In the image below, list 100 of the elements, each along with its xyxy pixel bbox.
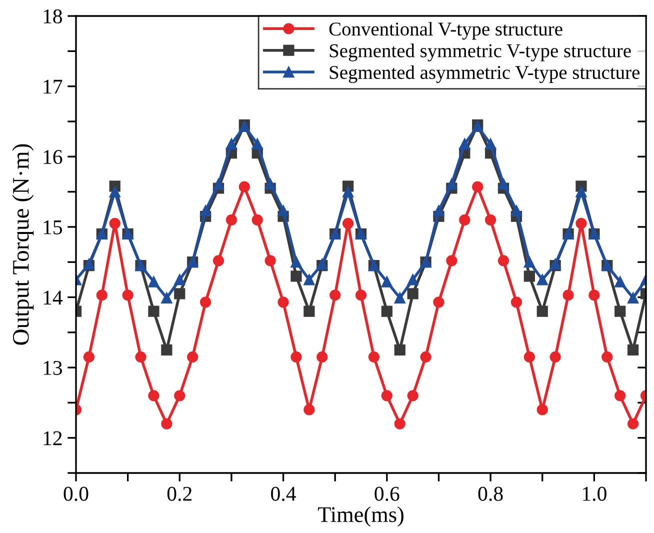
point <box>510 205 522 216</box>
point <box>109 186 120 198</box>
point <box>342 186 354 198</box>
point <box>264 178 276 190</box>
point <box>472 181 484 192</box>
point <box>394 344 406 356</box>
point <box>316 351 328 363</box>
point <box>498 178 510 190</box>
point <box>290 256 302 268</box>
y-axis-title: Output Torque (N·m) <box>12 144 34 345</box>
point <box>252 214 263 226</box>
y-tick-label: 18 <box>44 9 62 24</box>
point <box>446 178 458 190</box>
y-tick-label: 14 <box>44 290 62 304</box>
point <box>278 296 289 308</box>
point <box>381 306 392 317</box>
point <box>484 214 496 226</box>
point <box>304 306 315 317</box>
point <box>407 390 418 402</box>
point <box>83 351 95 363</box>
x-tick-label: 0.2 <box>167 486 192 501</box>
point <box>135 351 146 363</box>
point <box>187 351 198 363</box>
point <box>433 205 444 216</box>
point <box>238 181 250 192</box>
point <box>498 255 510 266</box>
point <box>161 292 172 304</box>
point <box>524 256 535 268</box>
point <box>278 205 289 216</box>
point <box>407 274 418 286</box>
point <box>576 218 587 229</box>
y-tick-label: 17 <box>44 80 62 94</box>
point <box>148 390 160 402</box>
point <box>627 418 639 430</box>
point <box>446 255 458 266</box>
point <box>576 186 587 198</box>
point <box>614 306 626 317</box>
point <box>200 296 212 308</box>
legend-label: Segmented symmetric V-type structure <box>330 44 631 62</box>
point <box>148 306 160 317</box>
point <box>174 390 186 402</box>
point <box>627 292 639 304</box>
x-tick-label: 1.0 <box>582 486 606 501</box>
point <box>264 255 276 266</box>
point <box>252 138 263 150</box>
y-tick-label: 13 <box>44 360 62 375</box>
point <box>627 344 639 356</box>
point <box>330 290 341 301</box>
point <box>602 351 613 363</box>
y-tick-label: 12 <box>44 431 62 446</box>
point <box>200 205 212 216</box>
point <box>355 290 367 301</box>
point <box>226 138 238 150</box>
point <box>342 218 354 229</box>
legend-label: Segmented asymmetric V-type structure <box>330 65 640 84</box>
legend-label: Conventional V-type structure <box>329 22 562 40</box>
point <box>614 390 626 402</box>
point <box>524 270 535 282</box>
point <box>394 292 406 304</box>
x-tick-label: 0.4 <box>271 486 296 501</box>
point <box>550 351 561 363</box>
point <box>212 178 224 190</box>
point <box>304 404 315 416</box>
point <box>524 351 535 363</box>
point <box>368 351 380 363</box>
point <box>536 274 548 286</box>
point <box>536 306 548 317</box>
point <box>148 276 160 288</box>
point <box>212 255 224 266</box>
point <box>381 390 392 402</box>
y-tick-label: 16 <box>44 150 62 164</box>
point <box>290 270 302 282</box>
x-axis-title: Time(ms) <box>318 506 404 527</box>
point <box>161 418 172 430</box>
point <box>433 296 444 308</box>
point <box>290 351 302 363</box>
x-tick-label: 0.0 <box>64 486 88 501</box>
point <box>109 218 120 229</box>
point <box>459 138 470 150</box>
point <box>614 276 626 288</box>
point <box>510 296 522 308</box>
point <box>394 418 406 430</box>
x-tick-label: 0.6 <box>374 486 400 501</box>
y-tick-label: 15 <box>44 220 62 234</box>
point <box>304 274 315 286</box>
point <box>161 344 172 356</box>
x-tick-label: 0.8 <box>478 486 503 501</box>
point <box>420 351 432 363</box>
point <box>174 274 186 286</box>
point <box>122 290 134 301</box>
point <box>588 290 600 301</box>
point <box>536 404 548 416</box>
point <box>174 288 186 300</box>
point <box>226 214 238 226</box>
point <box>459 214 470 226</box>
point <box>96 290 108 301</box>
point <box>407 288 418 300</box>
point <box>562 290 574 301</box>
point <box>381 276 392 288</box>
point <box>484 138 496 150</box>
